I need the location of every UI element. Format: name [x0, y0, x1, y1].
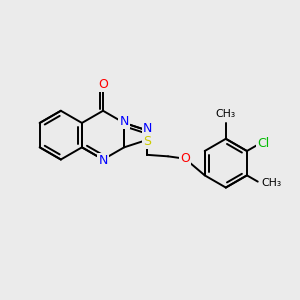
- Text: Cl: Cl: [257, 137, 269, 150]
- Text: N: N: [98, 154, 108, 167]
- Text: N: N: [143, 122, 153, 135]
- Text: CH₃: CH₃: [216, 109, 236, 119]
- Text: S: S: [143, 135, 151, 148]
- Text: O: O: [181, 152, 190, 165]
- Text: N: N: [119, 115, 129, 128]
- Text: CH₃: CH₃: [261, 178, 281, 188]
- Text: O: O: [98, 78, 108, 91]
